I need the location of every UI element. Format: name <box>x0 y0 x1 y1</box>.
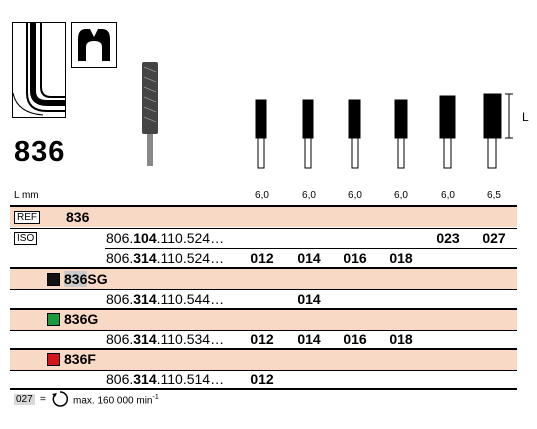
length-value: 6,0 <box>348 190 362 201</box>
iso-tag: ISO <box>14 232 38 245</box>
crown-preparation-icon <box>71 22 117 68</box>
divider <box>10 308 517 310</box>
iso-size: 018 <box>389 250 413 266</box>
divider <box>10 330 517 331</box>
ref-tag: REF <box>14 211 40 224</box>
divider <box>10 289 517 290</box>
length-value: 6,0 <box>394 190 408 201</box>
footer-speed: max. 160 000 min-1 <box>73 394 159 407</box>
variant-ref: 836SG <box>64 271 108 287</box>
iso-size: 014 <box>297 331 321 347</box>
length-dimension-label: L <box>522 110 529 124</box>
order-code: 806.314.110.534… <box>106 331 225 347</box>
length-value: 6,5 <box>487 190 501 201</box>
variant-ref: 836G <box>64 311 99 327</box>
iso-size: 014 <box>297 291 321 307</box>
divider <box>10 388 517 390</box>
length-label: L mm <box>14 190 39 201</box>
order-code: 806.314.110.524… <box>106 250 225 266</box>
ref-name: 836 <box>66 209 90 225</box>
color-marker-green <box>47 313 60 326</box>
variant-row-sg <box>10 269 517 289</box>
size-silhouettes <box>245 90 515 170</box>
iso-size: 016 <box>343 250 367 266</box>
divider <box>10 228 517 229</box>
divider <box>10 348 517 350</box>
length-value: 6,0 <box>255 190 269 201</box>
variant-row-f <box>10 350 517 370</box>
footer-code-badge: 027 <box>14 394 35 405</box>
profile-illustration <box>12 22 66 118</box>
iso-size: 012 <box>250 371 274 387</box>
rotation-icon <box>51 390 69 408</box>
iso-size: 027 <box>482 230 506 246</box>
order-code: 806.104.110.524… <box>106 230 225 246</box>
iso-size: 016 <box>343 331 367 347</box>
order-code: 806.314.110.544… <box>106 291 225 307</box>
iso-size: 012 <box>250 331 274 347</box>
divider <box>10 370 517 371</box>
divider <box>10 267 517 269</box>
iso-size: 014 <box>297 250 321 266</box>
order-code: 806.314.110.514… <box>106 371 225 387</box>
color-marker-red <box>47 353 60 366</box>
color-marker-black <box>47 273 60 286</box>
iso-size: 012 <box>250 250 274 266</box>
divider <box>105 248 517 249</box>
bur-image <box>138 62 162 166</box>
ref-row <box>10 207 517 227</box>
length-value: 6,0 <box>302 190 316 201</box>
footer-equals: = <box>40 394 46 405</box>
iso-size: 023 <box>436 230 460 246</box>
variant-row-g <box>10 310 517 330</box>
length-value: 6,0 <box>441 190 455 201</box>
variant-ref: 836F <box>64 351 96 367</box>
divider <box>10 205 517 207</box>
iso-size: 018 <box>389 331 413 347</box>
reference-number: 836 <box>14 136 66 168</box>
